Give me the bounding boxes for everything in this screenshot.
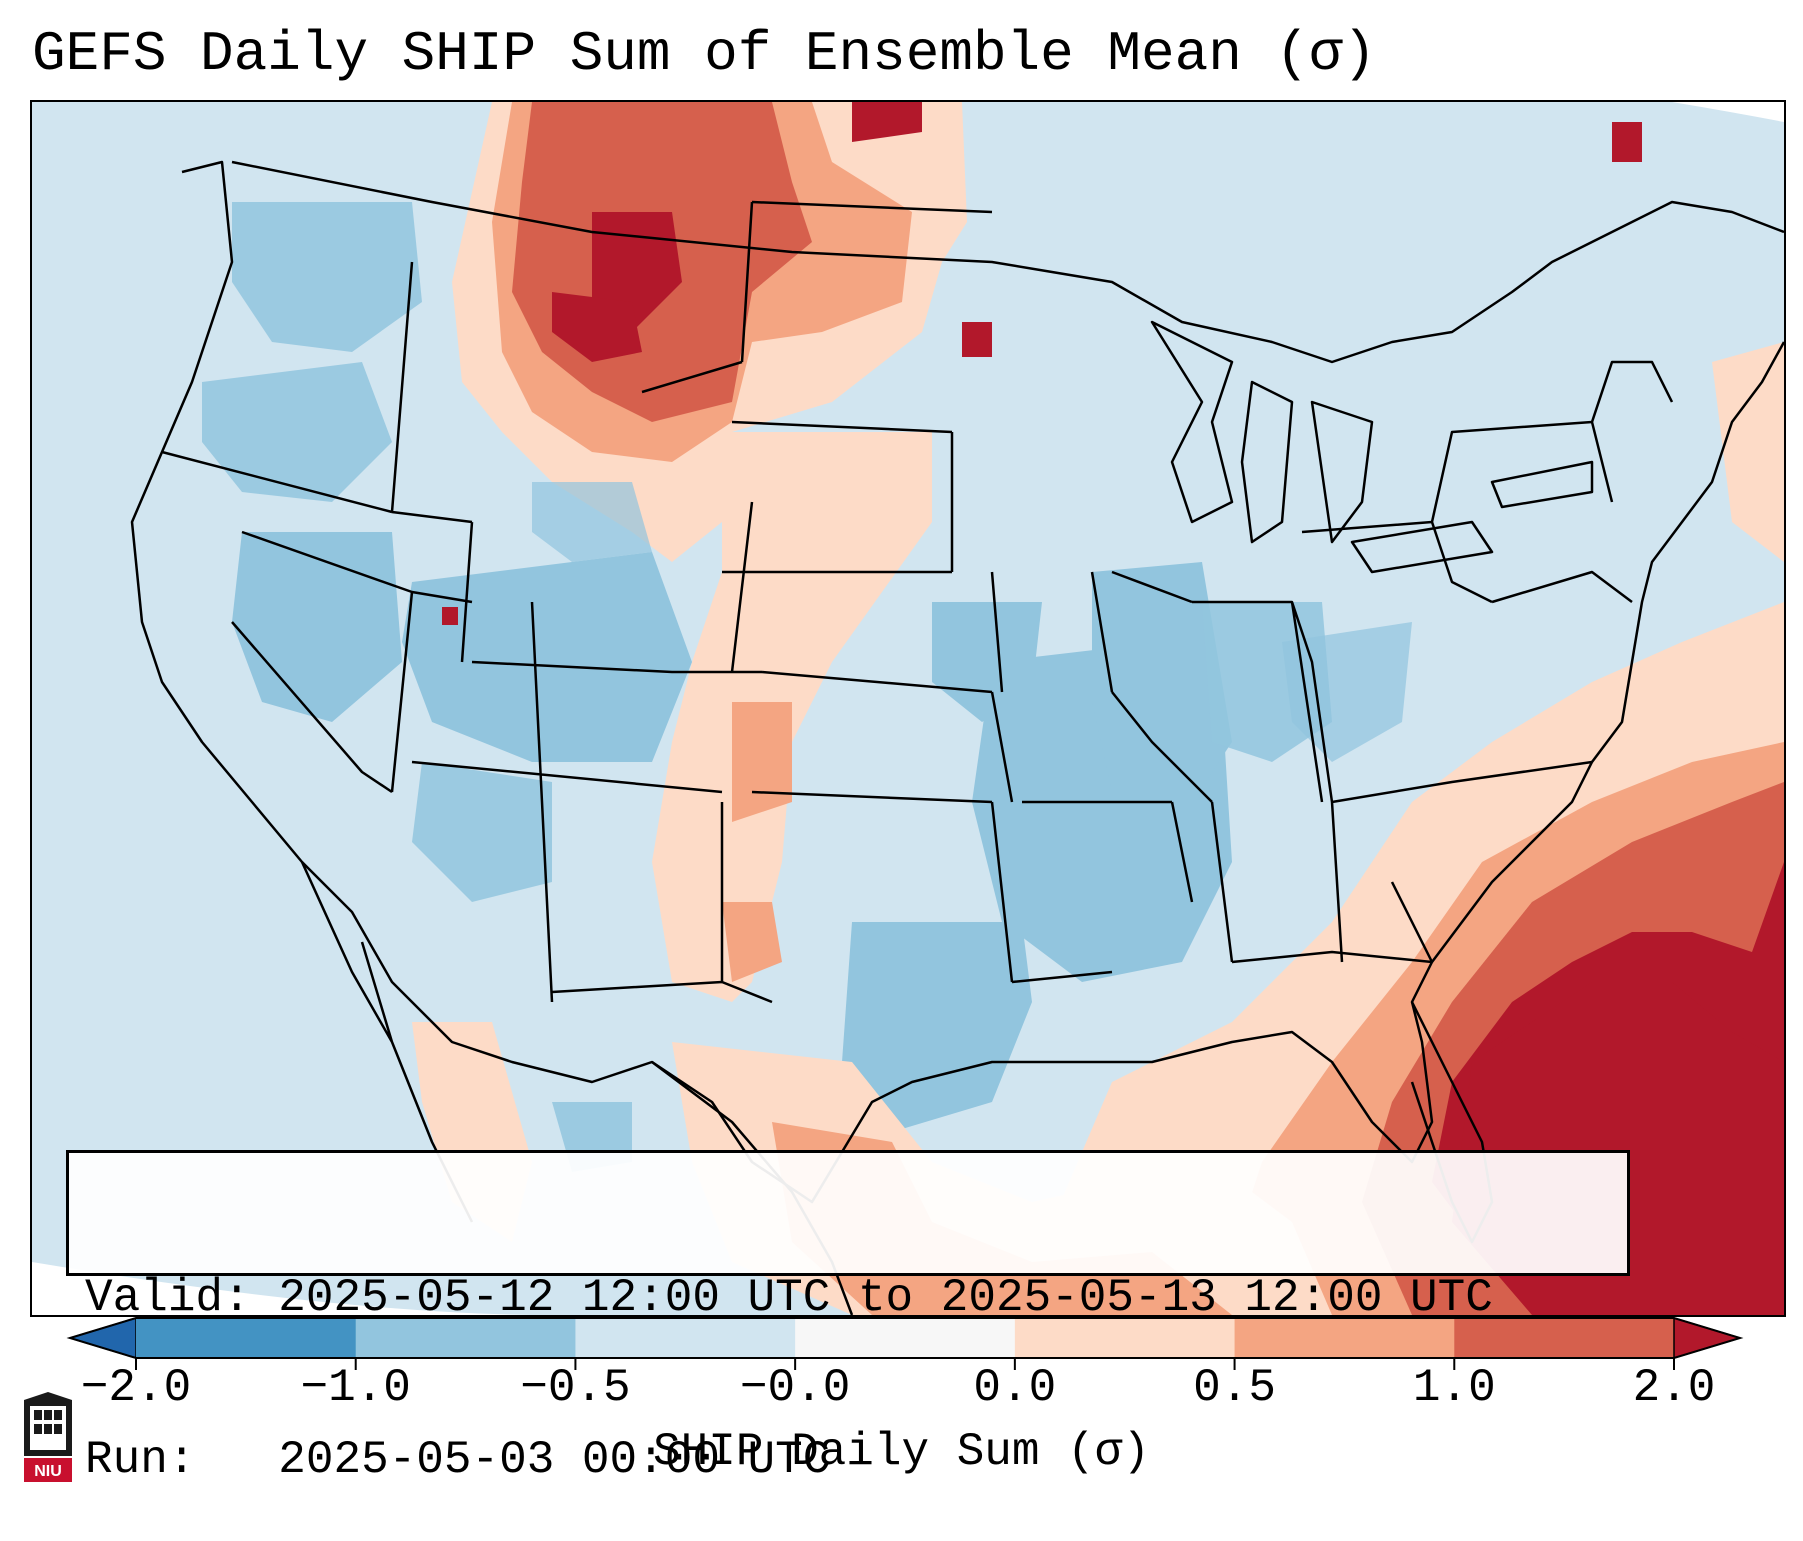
run-line: Run: 2025-05-03 00:00 UTC	[85, 1433, 1611, 1487]
colorbar	[66, 1316, 1744, 1370]
run-label: Run:	[85, 1434, 196, 1486]
canada-border	[231, 160, 1784, 364]
us-outline	[130, 160, 1784, 1204]
state-lines-central	[722, 200, 1234, 984]
colorbar-tick-label: −0.5	[520, 1362, 631, 1414]
anomaly-map[interactable]	[32, 102, 1784, 1315]
colorbar-bin	[575, 1318, 796, 1358]
state-lines-west	[161, 201, 773, 1004]
colorbar-tick-label: 0.5	[1193, 1362, 1276, 1414]
map-title: GEFS Daily SHIP Sum of Ensemble Mean (σ)	[32, 22, 1377, 86]
logo-badge	[24, 1458, 72, 1482]
colorbar-extend-low	[67, 1316, 137, 1360]
niu-logo-icon: NIU	[24, 1392, 72, 1482]
valid-line: Valid: 2025-05-12 12:00 UTC to 2025-05-1…	[85, 1271, 1611, 1325]
colorbar-bin	[1454, 1318, 1675, 1358]
colorbar-bin	[1234, 1318, 1455, 1358]
colorbar-bin	[355, 1318, 576, 1358]
valid-label: Valid:	[85, 1272, 251, 1324]
colorbar-bin	[136, 1318, 357, 1358]
projection-edge-lower-left	[32, 1262, 532, 1315]
valid-value: 2025-05-12 12:00 UTC to 2025-05-13 12:00…	[278, 1272, 1493, 1324]
colorbar-label: SHIP Daily Sum (σ)	[653, 1426, 1150, 1478]
colorbar-tick-label: 0.0	[973, 1362, 1057, 1414]
colorbar-extend-high	[1673, 1316, 1743, 1360]
colorbar-tick-label: 2.0	[1632, 1362, 1716, 1414]
anomaly-northern-plains	[452, 102, 992, 562]
colorbar-tick-label: −2.0	[80, 1362, 192, 1414]
utah-hotspot	[442, 607, 458, 625]
great-lakes	[1150, 320, 1594, 574]
boundaries	[130, 160, 1784, 1315]
run-value: 2025-05-03 00:00 UTC	[278, 1434, 831, 1486]
colorbar-tick-label: 1.0	[1412, 1362, 1496, 1414]
colorbar-bin	[795, 1318, 1016, 1358]
state-lines-east	[1192, 360, 1674, 964]
colorbar-tick-label: −0.0	[739, 1362, 851, 1414]
valid-time-box: Valid: 2025-05-12 12:00 UTC to 2025-05-1…	[66, 1150, 1630, 1486]
logo-text: NIU	[34, 1463, 62, 1480]
colorbar-tick-label: −1.0	[300, 1362, 411, 1414]
colorbar-bin	[1014, 1318, 1236, 1358]
anomaly-cool-regions	[202, 202, 1412, 1172]
projection-edge-upper-right	[1672, 102, 1784, 122]
map-panel[interactable]	[30, 100, 1786, 1317]
